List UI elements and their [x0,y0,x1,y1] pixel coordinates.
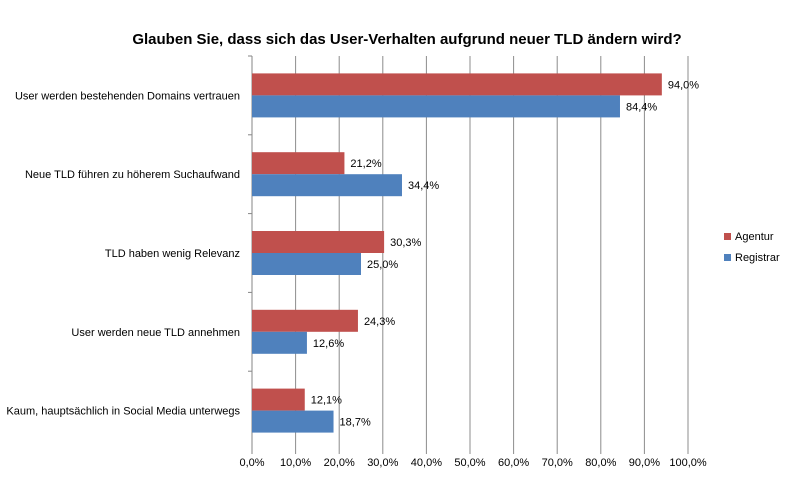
bar-agentur [252,152,345,175]
bar-registrar [252,331,307,354]
bars: 94,0% 84,4% 21,2% 34,4% 30,3% 25,0% 24,3% 12,6%… [252,73,699,433]
x-tick-label: 40,0% [411,457,442,469]
data-label: 12,1% [311,395,342,407]
category-label: User werden neue TLD annehmen [71,327,240,339]
x-axis-tick-labels: 0,0% 10,0% 20,0% 30,0% 40,0% 50,0% 60,0% 70,0% 8… [239,457,706,469]
x-tick-label: 30,0% [367,457,398,469]
data-label: 25,0% [367,259,398,271]
data-label: 21,2% [350,158,381,170]
x-tick-label: 60,0% [498,457,529,469]
category-label: Kaum, hauptsächlich in Social Media unte… [6,406,240,418]
bar-registrar [252,174,402,197]
x-tick-label: 50,0% [454,457,485,469]
x-tick-label: 70,0% [542,457,573,469]
legend: Agentur Registrar [724,231,780,264]
x-tick-label: 20,0% [324,457,355,469]
bar-agentur [252,309,358,332]
data-label: 24,3% [364,316,395,328]
chart-title: Glauben Sie, dass sich das User-Verhalte… [132,31,681,48]
bar-agentur [252,388,305,411]
data-label: 18,7% [340,417,371,429]
x-tick-label: 90,0% [629,457,660,469]
x-tick-label: 80,0% [585,457,616,469]
legend-label-agentur: Agentur [735,231,774,243]
data-label: 34,4% [408,180,439,192]
data-label: 94,0% [668,79,699,91]
gridlines [251,56,689,454]
category-label: User werden bestehenden Domains vertraue… [15,90,240,102]
bar-registrar [252,253,361,275]
legend-swatch-registrar [724,254,731,261]
data-label: 30,3% [390,237,421,249]
data-label: 12,6% [313,338,344,350]
legend-swatch-agentur [724,233,731,240]
legend-label-registrar: Registrar [735,252,780,264]
category-label: TLD haben wenig Relevanz [105,248,240,260]
bar-agentur [252,73,662,96]
x-tick-label: 0,0% [239,457,264,469]
data-label: 84,4% [626,101,657,113]
category-label: Neue TLD führen zu höherem Suchaufwand [25,169,240,181]
category-labels: User werden bestehenden Domains vertraue… [6,55,252,418]
bar-agentur [252,231,385,253]
bar-registrar [252,95,620,118]
bar-registrar [252,410,334,433]
x-tick-label: 100,0% [669,457,707,469]
x-tick-label: 10,0% [280,457,311,469]
